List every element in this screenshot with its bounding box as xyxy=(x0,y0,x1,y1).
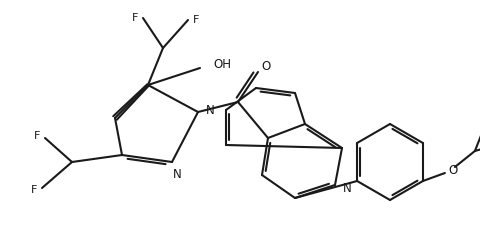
Text: N: N xyxy=(343,182,351,196)
Text: F: F xyxy=(34,131,40,141)
Text: N: N xyxy=(205,104,215,116)
Text: F: F xyxy=(31,185,37,195)
Text: F: F xyxy=(193,15,199,25)
Text: N: N xyxy=(173,168,181,180)
Text: O: O xyxy=(262,60,271,74)
Text: OH: OH xyxy=(213,58,231,72)
Text: O: O xyxy=(448,164,457,176)
Text: F: F xyxy=(132,13,138,23)
